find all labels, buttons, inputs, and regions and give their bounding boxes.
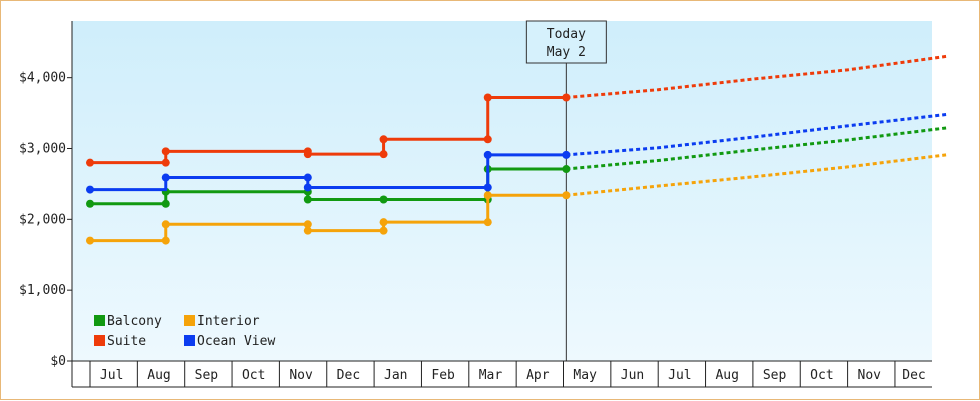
data-point — [379, 218, 388, 227]
x-tick-label: Jan — [384, 368, 407, 383]
series-line-history — [90, 193, 567, 243]
legend-swatch — [94, 315, 105, 326]
data-point — [161, 147, 170, 156]
data-point — [303, 195, 312, 204]
series-line-history — [90, 153, 567, 192]
data-point — [161, 236, 170, 245]
data-point — [303, 220, 312, 229]
today-label: Today — [547, 27, 586, 42]
x-tick-label: Nov — [289, 368, 313, 383]
series-line-forecast — [566, 54, 947, 99]
x-tick-label: Oct — [810, 368, 833, 383]
x-tick-label: Aug — [147, 368, 170, 383]
legend-label: Balcony — [107, 314, 162, 329]
data-point — [483, 218, 492, 227]
data-point — [483, 150, 492, 159]
x-tick-label: Oct — [242, 368, 265, 383]
y-tick-label: $3,000 — [19, 142, 66, 157]
legend: Balcony Interior Suite Ocean View — [94, 314, 275, 349]
x-tick-label: Aug — [715, 368, 738, 383]
data-point — [483, 191, 492, 200]
y-tick-label: $4,000 — [19, 71, 66, 86]
today-box — [525, 20, 607, 64]
y-tick-label: $1,000 — [19, 283, 66, 298]
data-point — [86, 236, 94, 245]
data-point — [379, 150, 388, 159]
data-point — [379, 135, 388, 144]
data-point — [303, 183, 312, 192]
x-axis-ticks: Jul Aug Sep Oct Nov Dec Jan Feb Mar Apr May Jun Jul A… — [71, 361, 932, 388]
data-point — [562, 165, 571, 174]
y-tick-label: $2,000 — [19, 212, 66, 227]
data-point — [483, 183, 492, 192]
x-tick-label: Dec — [902, 368, 925, 383]
legend-label: Interior — [197, 314, 260, 329]
data-point — [483, 93, 492, 102]
legend-swatch — [184, 315, 195, 326]
x-tick-label: Sep — [195, 368, 219, 383]
data-point — [303, 150, 312, 159]
data-point — [379, 226, 388, 235]
x-tick-label: Nov — [858, 368, 882, 383]
data-point — [86, 199, 94, 208]
x-tick-label: Apr — [526, 368, 550, 383]
data-point — [562, 150, 571, 159]
x-tick-label: Feb — [431, 368, 455, 383]
x-tick-label: May — [573, 368, 597, 383]
today-marker: Today May 2 — [525, 20, 607, 361]
data-point — [303, 173, 312, 182]
series-line-forecast — [566, 113, 947, 157]
data-point — [86, 158, 94, 167]
y-tick-label: $0 — [50, 354, 66, 369]
data-point — [562, 93, 571, 102]
series-group — [86, 54, 947, 245]
y-axis-ticks: $0 $1,000 $2,000 $3,000 $4,000 — [19, 71, 72, 369]
legend-swatch — [184, 335, 195, 346]
series-line-history — [90, 96, 567, 165]
data-point — [161, 220, 170, 229]
data-point — [161, 158, 170, 167]
data-point — [161, 199, 170, 208]
x-tick-label: Dec — [337, 368, 360, 383]
legend-swatch — [94, 335, 105, 346]
series-line-forecast — [566, 126, 947, 171]
today-date: May 2 — [547, 45, 586, 60]
x-tick-label: Jul — [100, 368, 123, 383]
data-point — [379, 195, 388, 204]
x-tick-label: Mar — [479, 368, 503, 383]
data-point — [86, 185, 94, 194]
data-point — [161, 173, 170, 182]
series-line-forecast — [566, 153, 947, 197]
legend-label: Ocean View — [197, 334, 275, 349]
x-tick-label: Sep — [763, 368, 787, 383]
legend-label: Suite — [107, 334, 146, 349]
data-point — [303, 226, 312, 235]
data-point — [562, 191, 571, 200]
x-tick-label: Jul — [668, 368, 691, 383]
data-point — [483, 135, 492, 144]
x-tick-label: Jun — [621, 368, 644, 383]
